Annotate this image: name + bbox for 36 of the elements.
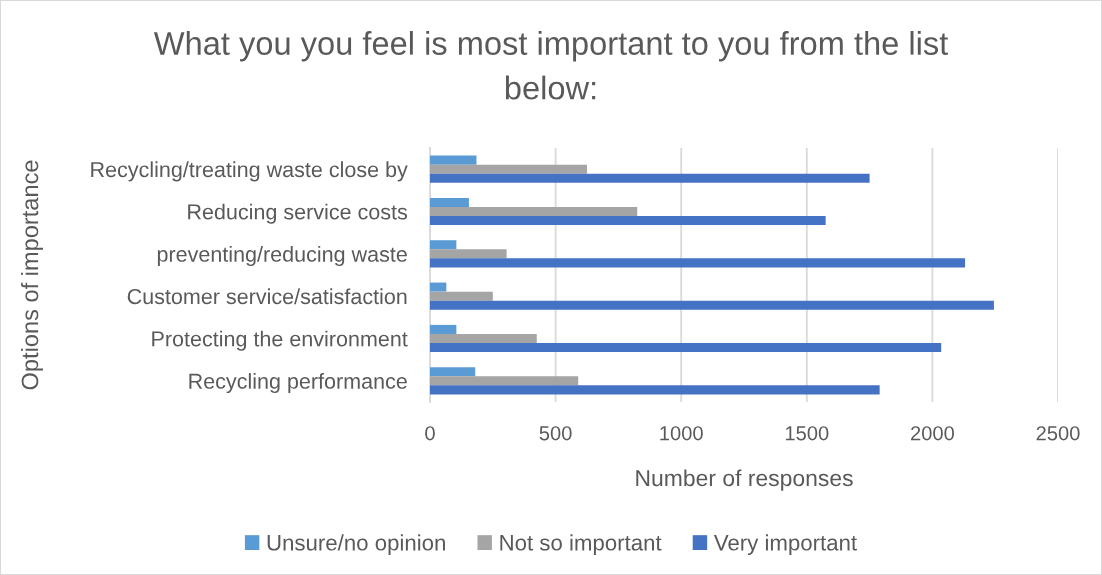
y-tick-label: Recycling/treating waste close by bbox=[91, 161, 408, 182]
y-tick-label: Protecting the environment bbox=[152, 330, 408, 351]
legend-label: Not so important bbox=[500, 534, 662, 555]
x-tick-label: 1500 bbox=[785, 426, 829, 441]
bar bbox=[430, 249, 507, 259]
bar bbox=[430, 173, 870, 183]
legend-label: Very important bbox=[713, 534, 857, 555]
bar bbox=[430, 300, 994, 310]
x-tick-label: 2000 bbox=[911, 426, 955, 441]
bar bbox=[430, 164, 587, 174]
x-tick-label: 1000 bbox=[660, 426, 703, 441]
y-tick-label: Reducing service costs bbox=[188, 203, 408, 224]
bar bbox=[430, 291, 493, 301]
x-tick-label: 500 bbox=[539, 426, 572, 441]
bar bbox=[430, 367, 476, 377]
x-axis-title: Number of responses bbox=[636, 469, 853, 491]
bar bbox=[430, 333, 537, 344]
bar bbox=[430, 343, 942, 353]
legend-label: Unsure/no opinion bbox=[267, 534, 445, 555]
bar bbox=[430, 376, 579, 386]
y-tick-label: preventing/reducing waste bbox=[157, 246, 407, 267]
bar bbox=[430, 206, 638, 217]
bar bbox=[430, 385, 880, 395]
bar bbox=[430, 197, 469, 207]
x-tick-label: 0 bbox=[425, 426, 435, 441]
bar bbox=[430, 240, 457, 250]
bar bbox=[430, 216, 826, 226]
bar bbox=[430, 155, 477, 165]
x-tick-label: 2500 bbox=[1036, 426, 1080, 441]
y-axis-title: Options of importance bbox=[20, 160, 43, 390]
y-tick-label: Recycling performance bbox=[189, 373, 407, 394]
bar bbox=[430, 282, 447, 292]
y-tick-label: Customer service/satisfaction bbox=[127, 288, 407, 305]
bar bbox=[430, 258, 966, 268]
chart-title: What you you feel is most important to you from the list below: bbox=[153, 31, 949, 100]
bar bbox=[430, 324, 457, 334]
